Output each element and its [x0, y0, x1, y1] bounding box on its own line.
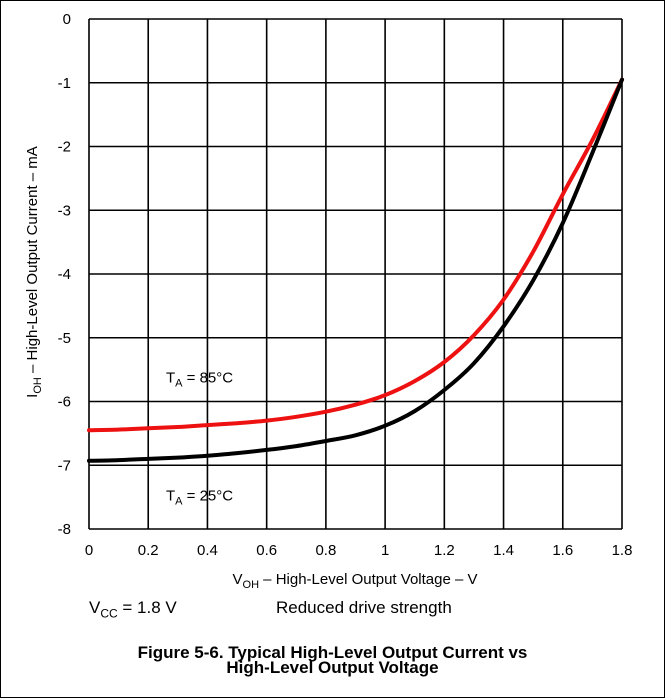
series-line-0 [87, 77, 624, 433]
x-tick-label-6: 1.2 [434, 542, 455, 559]
y-tick-label-0: 0 [63, 11, 71, 28]
y-tick-label-7: -7 [58, 457, 71, 474]
x-tick-label-9: 1.8 [612, 542, 633, 559]
y-tick-label-2: -2 [58, 139, 71, 156]
y-tick-label-5: -5 [58, 330, 71, 347]
y-tick-label-6: -6 [58, 394, 71, 411]
vcc-note: VCC = 1.8 V [89, 598, 177, 620]
y-tick-label-1: -1 [58, 75, 71, 92]
vcc-sub: CC [100, 606, 118, 621]
figure-caption-line-1: Figure 5-6. Typical High-Level Output Cu… [137, 643, 528, 662]
y-axis-label: IOH – High-Level Output Current – mA [24, 146, 44, 398]
vcc-rest: = 1.8 V [117, 598, 177, 617]
x-tick-label-2: 0.4 [197, 542, 218, 559]
x-tick-label-0: 0 [85, 542, 93, 559]
y-tick-label-8: -8 [58, 521, 71, 538]
curves [87, 77, 624, 463]
y-tick-label-3: -3 [58, 202, 71, 219]
annotation-1: TA = 25°C [166, 487, 233, 507]
figure-caption-line-2: High-Level Output Voltage [226, 658, 439, 677]
y-tick-labels: 0 -1 -2 -3 -4 -5 -6 -7 -8 [58, 11, 71, 538]
annotation-0: TA = 85°C [166, 369, 233, 389]
x-tick-label-1: 0.2 [138, 542, 159, 559]
grid [88, 18, 623, 530]
y-tick-label-4: -4 [58, 266, 71, 283]
series-line-1 [87, 77, 624, 463]
x-tick-label-3: 0.6 [256, 542, 277, 559]
curve-annotations: TA = 85°C TA = 25°C [166, 369, 233, 507]
x-tick-label-8: 1.6 [552, 542, 573, 559]
x-tick-label-4: 0.8 [315, 542, 336, 559]
vcc-main: V [89, 598, 101, 617]
drive-strength-note: Reduced drive strength [276, 598, 452, 617]
x-tick-labels: 0 0.2 0.4 0.6 0.8 1 1.2 1.4 1.6 1.8 [85, 542, 633, 559]
x-tick-label-7: 1.4 [493, 542, 514, 559]
x-tick-label-5: 1 [381, 542, 389, 559]
x-axis-label: VOH – High-Level Output Voltage – V [233, 571, 478, 591]
